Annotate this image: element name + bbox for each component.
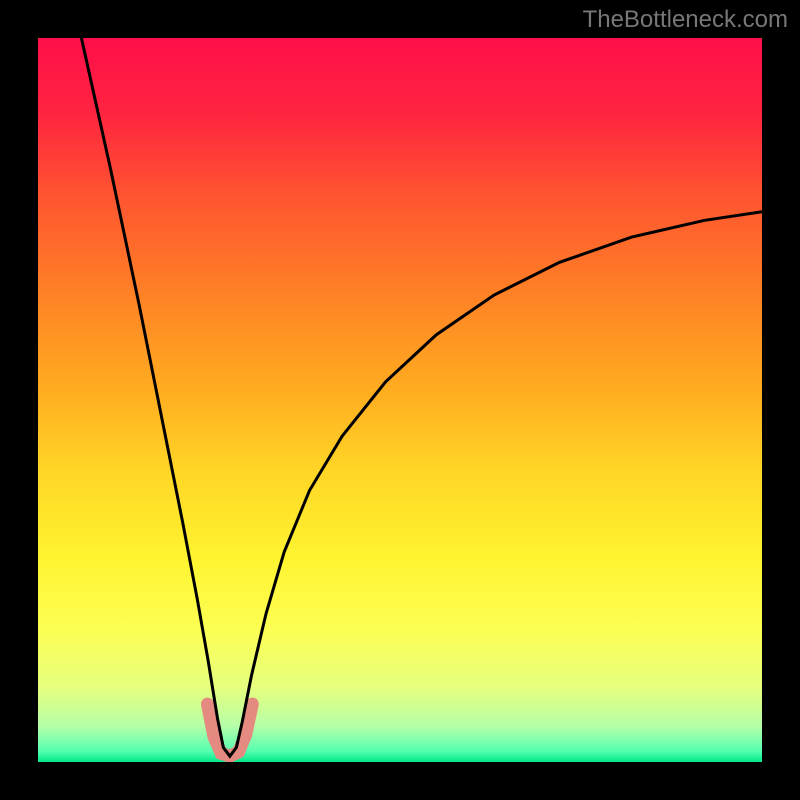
watermark-label: TheBottleneck.com — [583, 6, 788, 34]
chart-background-gradient — [38, 38, 762, 762]
chart-svg — [38, 38, 762, 762]
chart-plot-area — [38, 38, 762, 762]
